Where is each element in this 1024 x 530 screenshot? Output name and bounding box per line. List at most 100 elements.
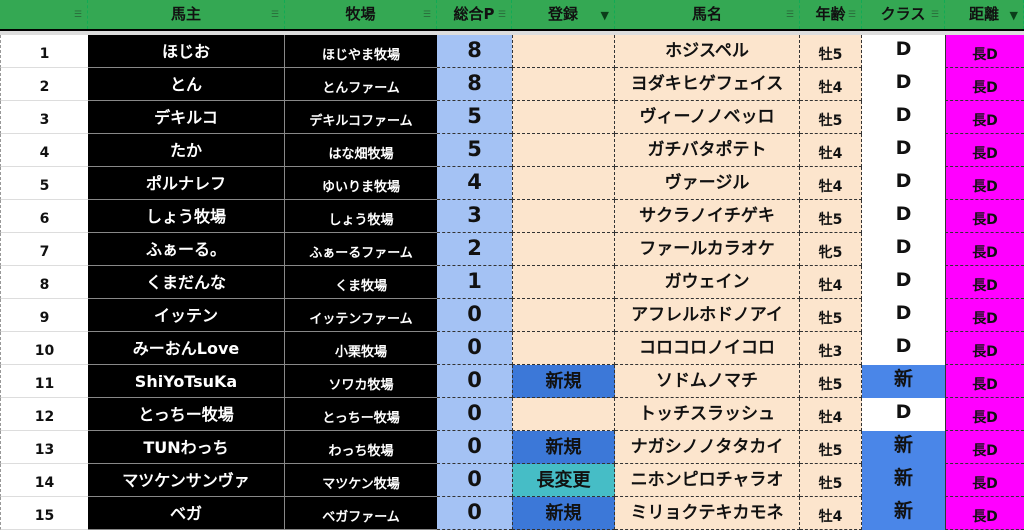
cell-farm[interactable]: デキルコファーム <box>285 101 437 134</box>
cell-class[interactable]: D <box>862 35 945 68</box>
cell-distance[interactable]: 長D <box>945 332 1024 365</box>
cell-total-points[interactable]: 3 <box>437 200 512 233</box>
cell-total-points[interactable]: 0 <box>437 497 512 530</box>
cell-horse-name[interactable]: ヨダキヒゲフェイス <box>615 68 800 101</box>
cell-number[interactable]: 2 <box>0 68 88 101</box>
cell-distance[interactable]: 長D <box>945 68 1024 101</box>
cell-distance[interactable]: 長D <box>945 200 1024 233</box>
cell-total-points[interactable]: 0 <box>437 398 512 431</box>
cell-total-points[interactable]: 5 <box>437 101 512 134</box>
cell-distance[interactable]: 長D <box>945 398 1024 431</box>
filter-icon[interactable]: ☰ <box>422 10 431 20</box>
cell-age[interactable]: 牡5 <box>800 365 862 398</box>
cell-distance[interactable]: 長D <box>945 266 1024 299</box>
cell-owner[interactable]: イッテン <box>88 299 285 332</box>
cell-owner[interactable]: マツケンサンヴァ <box>88 464 285 497</box>
cell-horse-name[interactable]: ヴァージル <box>615 167 800 200</box>
cell-distance[interactable]: 長D <box>945 167 1024 200</box>
cell-distance[interactable]: 長D <box>945 431 1024 464</box>
cell-distance[interactable]: 長D <box>945 134 1024 167</box>
cell-class[interactable]: D <box>862 101 945 134</box>
cell-age[interactable]: 牡5 <box>800 35 862 68</box>
cell-registration[interactable] <box>512 398 615 431</box>
cell-owner[interactable]: くまだんな <box>88 266 285 299</box>
cell-distance[interactable]: 長D <box>945 365 1024 398</box>
cell-number[interactable]: 9 <box>0 299 88 332</box>
cell-farm[interactable]: くま牧場 <box>285 266 437 299</box>
cell-farm[interactable]: マツケン牧場 <box>285 464 437 497</box>
cell-age[interactable]: 牝5 <box>800 233 862 266</box>
cell-number[interactable]: 6 <box>0 200 88 233</box>
header-class[interactable]: クラス ☰ <box>862 0 945 29</box>
cell-horse-name[interactable]: サクラノイチゲキ <box>615 200 800 233</box>
cell-horse-name[interactable]: コロコロノイコロ <box>615 332 800 365</box>
cell-age[interactable]: 牡3 <box>800 332 862 365</box>
cell-horse-name[interactable]: アフレルホドノアイ <box>615 299 800 332</box>
cell-total-points[interactable]: 8 <box>437 68 512 101</box>
cell-horse-name[interactable]: ファールカラオケ <box>615 233 800 266</box>
cell-total-points[interactable]: 4 <box>437 167 512 200</box>
filter-icon[interactable]: ☰ <box>497 10 506 20</box>
cell-horse-name[interactable]: ホジスペル <box>615 35 800 68</box>
cell-owner[interactable]: みーおんLove <box>88 332 285 365</box>
cell-registration[interactable] <box>512 233 615 266</box>
cell-owner[interactable]: ベガ <box>88 497 285 530</box>
cell-total-points[interactable]: 1 <box>437 266 512 299</box>
header-registration[interactable]: 登録 ▼ <box>512 0 615 29</box>
cell-total-points[interactable]: 0 <box>437 365 512 398</box>
cell-registration[interactable] <box>512 332 615 365</box>
cell-number[interactable]: 11 <box>0 365 88 398</box>
cell-owner[interactable]: ポルナレフ <box>88 167 285 200</box>
cell-number[interactable]: 1 <box>0 35 88 68</box>
cell-total-points[interactable]: 0 <box>437 299 512 332</box>
cell-number[interactable]: 14 <box>0 464 88 497</box>
cell-registration[interactable] <box>512 134 615 167</box>
cell-farm[interactable]: ほじやま牧場 <box>285 35 437 68</box>
cell-farm[interactable]: 小栗牧場 <box>285 332 437 365</box>
cell-registration[interactable] <box>512 35 615 68</box>
cell-registration[interactable] <box>512 266 615 299</box>
cell-age[interactable]: 牡5 <box>800 299 862 332</box>
cell-class[interactable]: D <box>862 200 945 233</box>
cell-farm[interactable]: はな畑牧場 <box>285 134 437 167</box>
cell-registration[interactable] <box>512 167 615 200</box>
cell-registration[interactable]: 新規 <box>512 431 615 464</box>
cell-class[interactable]: 新 <box>862 431 945 464</box>
cell-registration[interactable] <box>512 101 615 134</box>
cell-horse-name[interactable]: トッチスラッシュ <box>615 398 800 431</box>
cell-class[interactable]: D <box>862 167 945 200</box>
cell-horse-name[interactable]: ヴィーノノベッロ <box>615 101 800 134</box>
cell-distance[interactable]: 長D <box>945 35 1024 68</box>
cell-age[interactable]: 牡5 <box>800 101 862 134</box>
cell-age[interactable]: 牡5 <box>800 200 862 233</box>
header-farm[interactable]: 牧場 ☰ <box>285 0 437 29</box>
cell-class[interactable]: 新 <box>862 497 945 530</box>
cell-horse-name[interactable]: ガウェイン <box>615 266 800 299</box>
cell-farm[interactable]: ふぁーるファーム <box>285 233 437 266</box>
cell-registration[interactable] <box>512 299 615 332</box>
cell-distance[interactable]: 長D <box>945 233 1024 266</box>
funnel-icon[interactable]: ▼ <box>1009 9 1018 22</box>
cell-age[interactable]: 牡4 <box>800 167 862 200</box>
cell-class[interactable]: D <box>862 266 945 299</box>
cell-class[interactable]: D <box>862 398 945 431</box>
cell-horse-name[interactable]: ソドムノマチ <box>615 365 800 398</box>
cell-number[interactable]: 13 <box>0 431 88 464</box>
cell-class[interactable]: 新 <box>862 365 945 398</box>
cell-owner[interactable]: ふぁーる。 <box>88 233 285 266</box>
cell-age[interactable]: 牡5 <box>800 431 862 464</box>
header-distance[interactable]: 距離 ▼ <box>945 0 1024 29</box>
filter-icon[interactable]: ☰ <box>847 10 856 20</box>
cell-registration[interactable] <box>512 68 615 101</box>
cell-owner[interactable]: ShiYoTsuKa <box>88 365 285 398</box>
cell-registration[interactable] <box>512 200 615 233</box>
cell-farm[interactable]: ベガファーム <box>285 497 437 530</box>
cell-farm[interactable]: しょう牧場 <box>285 200 437 233</box>
cell-number[interactable]: 4 <box>0 134 88 167</box>
cell-horse-name[interactable]: ニホンピロチャラオ <box>615 464 800 497</box>
cell-total-points[interactable]: 8 <box>437 35 512 68</box>
cell-age[interactable]: 牡4 <box>800 497 862 530</box>
filter-icon[interactable]: ☰ <box>73 10 82 20</box>
cell-owner[interactable]: たか <box>88 134 285 167</box>
cell-distance[interactable]: 長D <box>945 101 1024 134</box>
